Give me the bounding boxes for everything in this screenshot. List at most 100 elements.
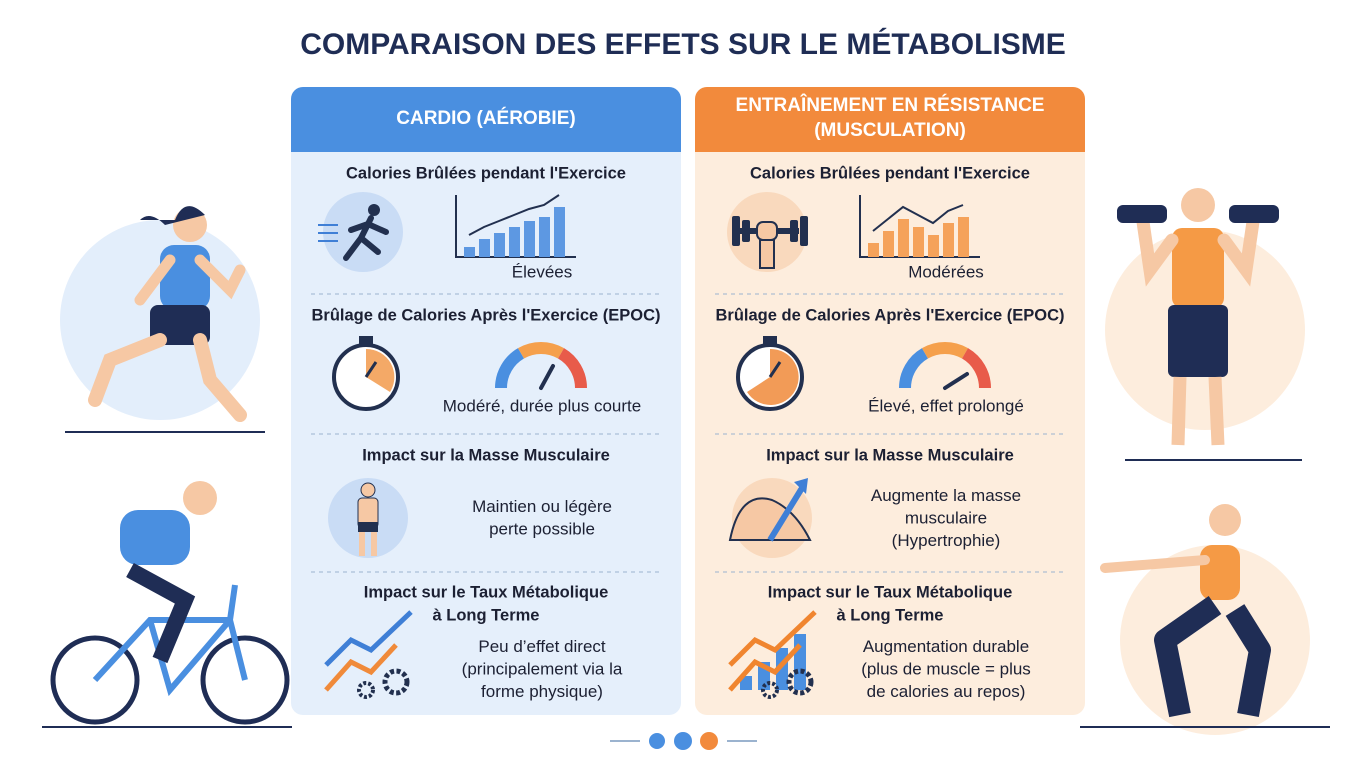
section-heading: Impact sur le Taux Métabolique (768, 583, 1013, 601)
section-heading: à Long Terme (837, 606, 944, 624)
stopwatch-top (763, 336, 777, 344)
section-value: (Hypertrophie) (892, 531, 1001, 550)
chart-bar (883, 231, 894, 257)
section-heading: Impact sur la Masse Musculaire (362, 446, 610, 464)
lifter-shirt (1172, 228, 1224, 308)
runner-hair (140, 206, 205, 225)
runner-shorts (150, 305, 210, 345)
footer-icon (674, 732, 692, 750)
column-header (695, 130, 1085, 152)
section-heading: à Long Terme (433, 606, 540, 624)
gauge-arc (899, 348, 929, 389)
bicep (728, 497, 812, 541)
bike-wheel (50, 635, 140, 725)
gauge-arc (961, 348, 991, 389)
dumbbell-plate (732, 216, 740, 246)
section-value: Maintien ou légère (472, 497, 612, 516)
squat-head (1209, 504, 1241, 536)
gear (786, 668, 814, 696)
chart-bar (509, 227, 520, 257)
column-title: CARDIO (AÉROBIE) (396, 107, 575, 129)
section-value: Élevé, effet prolongé (868, 396, 1024, 415)
chart-trend (468, 194, 560, 236)
chart-bar (928, 235, 939, 257)
section-value: de calories au repos) (867, 682, 1026, 701)
section-heading: Brûlage de Calories Après l'Exercice (EP… (311, 306, 660, 324)
runner-arms (134, 254, 246, 306)
lifter-arms (1135, 208, 1261, 287)
growth-line (728, 643, 802, 692)
chart-bar (913, 227, 924, 257)
section-value: perte possible (489, 520, 595, 539)
growth-line (728, 610, 817, 667)
body-legs (359, 532, 377, 556)
chart-bar (539, 217, 550, 257)
gauge-needle (539, 364, 555, 390)
title: COMPARAISON DES EFFETS SUR LE MÉTABOLISM… (300, 27, 1066, 61)
lifter-legs (1171, 376, 1225, 446)
gauge-arc (518, 342, 564, 359)
squat-legs (1154, 595, 1271, 718)
bike-wheel (200, 635, 290, 725)
runner-shirt (160, 245, 210, 310)
stopwatch-sector (747, 348, 799, 405)
section-value: Modérées (908, 262, 984, 281)
section-value: musculaire (905, 508, 987, 527)
arm (759, 239, 775, 269)
growth-arrow (767, 486, 805, 542)
stopwatch-hand (768, 361, 782, 378)
stopwatch-hand (364, 361, 378, 378)
stopwatch-sector (366, 348, 395, 392)
section-heading: Impact sur le Taux Métabolique (364, 583, 609, 601)
runner-legs (88, 333, 247, 422)
chart-bar (958, 217, 969, 257)
chart-bar (868, 243, 879, 257)
gauge-arc (557, 348, 587, 389)
chart-bar (943, 223, 954, 257)
footer-icon (649, 733, 665, 749)
gear (382, 668, 410, 696)
section-value: (principalement via la (462, 659, 623, 678)
section-heading: Calories Brûlées pendant l'Exercice (346, 164, 626, 182)
gear (761, 681, 779, 699)
gauge-arc (495, 348, 525, 389)
chart-bar (898, 219, 909, 257)
section-heading: Brûlage de Calories Après l'Exercice (EP… (715, 306, 1064, 324)
section-value: forme physique) (481, 682, 603, 701)
runner-body (343, 215, 389, 261)
dumbbell-plate (742, 220, 750, 242)
gauge-needle (943, 372, 969, 390)
chart-bar (479, 239, 490, 257)
gauge-arc (922, 342, 968, 359)
section-value: Augmentation durable (863, 637, 1029, 656)
footer-icon (700, 732, 718, 750)
body-head (360, 482, 376, 498)
body-shorts (358, 522, 378, 532)
dumbbell (1229, 205, 1279, 223)
cyclist-head (183, 481, 217, 515)
squat-arms (1100, 555, 1210, 573)
section-heading: Calories Brûlées pendant l'Exercice (750, 164, 1030, 182)
gear (357, 681, 375, 699)
section-value: Peu d’effet direct (478, 637, 606, 656)
column-header (291, 130, 681, 152)
chart-axes (455, 195, 576, 258)
column-title: (MUSCULATION) (814, 120, 966, 141)
chart-bar (494, 233, 505, 257)
column-title: ENTRAÎNEMENT EN RÉSISTANCE (736, 94, 1045, 116)
section-value: Modéré, durée plus courte (443, 396, 641, 415)
arrow-head (794, 478, 808, 494)
dumbbell-plate (790, 220, 798, 242)
dumbbell (1117, 205, 1167, 223)
growth-bar (740, 676, 752, 690)
section-heading: Impact sur la Masse Musculaire (766, 446, 1014, 464)
growth-line (324, 643, 398, 692)
runner-head (368, 204, 380, 216)
growth-line (324, 610, 413, 667)
section-value: (plus de muscle = plus (861, 659, 1031, 678)
lifter-shorts (1168, 305, 1228, 377)
chart-bar (524, 221, 535, 257)
section-value: Élevées (512, 262, 572, 281)
